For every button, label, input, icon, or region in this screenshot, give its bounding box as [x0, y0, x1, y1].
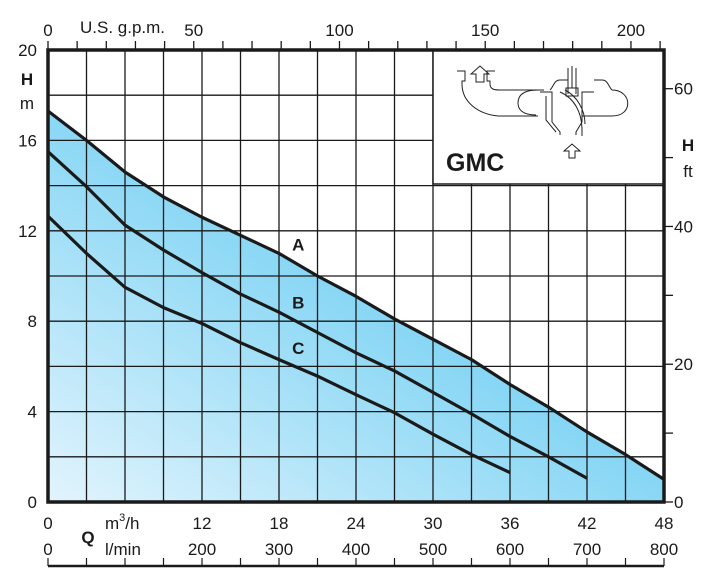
q-lmin-tick-label: 500	[419, 540, 447, 559]
curve-a	[47, 109, 665, 481]
q-m3h-tick-label: 30	[424, 514, 443, 533]
q-m3h-tick-label: 18	[270, 514, 289, 533]
q-m3h-tick-label: 42	[578, 514, 597, 533]
ft-axis-symbol: H	[682, 136, 694, 155]
q-m3h-tick-label: 0	[43, 514, 52, 533]
plot-frame	[46, 48, 666, 504]
q-lmin-tick-label: 300	[265, 540, 293, 559]
q-m3h-tick-label: 36	[501, 514, 520, 533]
y-tick-label: 0	[28, 493, 37, 512]
gpm-tick-label: 0	[43, 21, 52, 40]
q-axis-symbol: Q	[81, 528, 94, 547]
q-m3h-unit: m3/h	[105, 512, 139, 533]
y-tick-label: 16	[18, 131, 37, 150]
ft-axis-unit: ft	[683, 162, 693, 181]
y-tick-label: 20	[18, 41, 37, 60]
q-lmin-tick-label: 0	[43, 540, 52, 559]
unit-part: m	[105, 514, 119, 533]
unit-superscript: 3	[119, 512, 125, 524]
q-lmin-tick-label: 400	[342, 540, 370, 559]
q-lmin-tick-label: 700	[573, 540, 601, 559]
q-lmin-unit: l/min	[105, 540, 141, 559]
curve-label-b: B	[292, 293, 304, 312]
curve-label-a: A	[292, 236, 304, 255]
y-tick-label: 8	[28, 312, 37, 331]
gpm-tick-label: 100	[325, 21, 353, 40]
q-lmin-tick-label: 800	[650, 540, 678, 559]
gpm-tick-label: 200	[617, 21, 645, 40]
ft-tick-label: 40	[674, 217, 693, 236]
y-axis-symbol: H	[21, 70, 33, 89]
gpm-tick-label: 150	[471, 21, 499, 40]
curve-label-c: C	[292, 339, 304, 358]
pump-diagram-inset: GMC	[432, 49, 665, 185]
y-tick-label: 4	[28, 403, 37, 422]
curve-c	[46, 214, 511, 475]
curve-b	[46, 150, 588, 480]
y-tick-label: 12	[18, 222, 37, 241]
q-m3h-tick-label: 12	[193, 514, 212, 533]
ft-tick-label: 60	[674, 80, 693, 99]
ft-tick-label: 20	[674, 355, 693, 374]
q-m3h-tick-label: 24	[347, 514, 366, 533]
unit-part: /h	[125, 514, 139, 533]
q-m3h-tick-label: 48	[655, 514, 674, 533]
pump-cross-section-icon	[457, 65, 629, 159]
gpm-axis-unit: U.S. g.p.m.	[80, 18, 165, 37]
model-label: GMC	[446, 149, 504, 177]
ft-tick-label: 0	[674, 493, 683, 512]
gpm-tick-label: 50	[184, 21, 203, 40]
q-lmin-tick-label: 600	[496, 540, 524, 559]
y-axis-unit: m	[20, 94, 34, 113]
q-lmin-tick-label: 200	[188, 540, 216, 559]
